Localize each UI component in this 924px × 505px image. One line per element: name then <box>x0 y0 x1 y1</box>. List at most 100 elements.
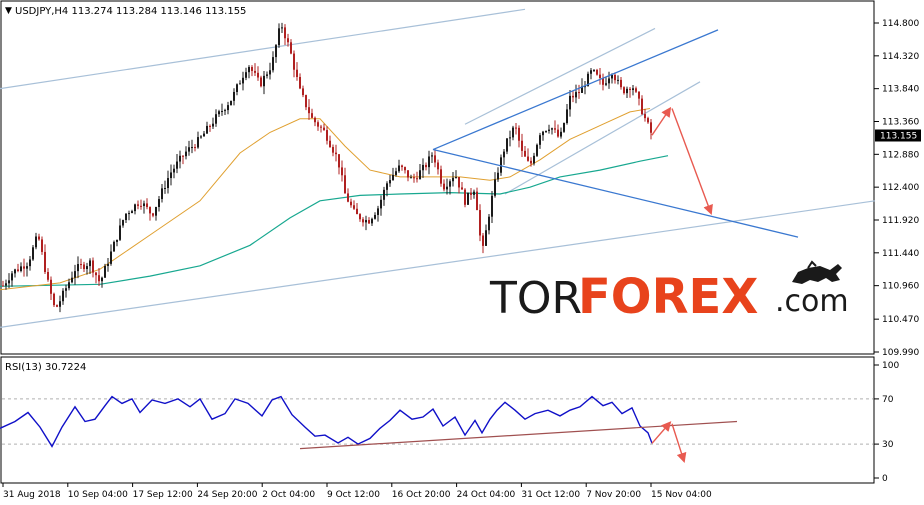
rsi-axis: 100 70 30 0 <box>882 361 899 484</box>
candle-body <box>137 204 139 206</box>
candle-body <box>467 192 469 205</box>
trend-line <box>432 148 799 238</box>
candle-body <box>281 27 283 29</box>
candle-body <box>86 266 88 270</box>
candle-body <box>77 264 79 272</box>
ma-slow-line <box>0 155 669 287</box>
candle-body <box>398 165 400 172</box>
candle-body <box>368 220 370 224</box>
candle-body <box>110 251 112 264</box>
candle-body <box>563 123 565 132</box>
candle-body <box>635 88 637 92</box>
current-price-label: 113.155 <box>880 132 917 142</box>
candle-body <box>392 174 394 181</box>
candle-body <box>35 236 37 248</box>
candle-body <box>470 192 472 195</box>
candle-body <box>479 210 481 236</box>
candle-body <box>251 67 253 71</box>
candle-body <box>26 266 28 269</box>
candle-body <box>458 177 460 188</box>
rsi-header: RSI(13) 30.7224 <box>5 362 86 373</box>
candle-body <box>554 128 556 130</box>
trend-line <box>432 29 719 151</box>
candle-body <box>140 205 142 207</box>
time-tick-label: 10 Sep 04:00 <box>68 490 128 500</box>
candle-body <box>332 147 334 153</box>
candle-body <box>473 191 475 195</box>
candle-body <box>404 167 406 171</box>
candle-body <box>350 201 352 206</box>
candle-body <box>200 136 202 138</box>
rsi-level-lines <box>2 398 873 445</box>
candle-body <box>155 207 157 216</box>
candle-body <box>506 138 508 152</box>
candle-body <box>143 203 145 207</box>
candle-body <box>206 125 208 134</box>
candle-body <box>104 265 106 278</box>
candle-body <box>560 131 562 137</box>
rsi-tick-label: 70 <box>882 395 894 405</box>
candle-body <box>263 75 265 87</box>
candle-body <box>248 67 250 73</box>
candle-body <box>593 69 595 71</box>
candle-body <box>287 38 289 43</box>
candle-body <box>182 155 184 157</box>
time-tick-label: 9 Oct 12:00 <box>327 490 380 500</box>
candle-body <box>422 164 424 171</box>
candle-body <box>500 157 502 173</box>
candle-body <box>569 95 571 110</box>
candle-body <box>290 42 292 54</box>
candle-body <box>551 128 553 130</box>
trend-lines <box>0 29 799 450</box>
candle-body <box>572 95 574 98</box>
candle-body <box>476 191 478 211</box>
candle-body <box>158 199 160 208</box>
candle-body <box>215 114 217 124</box>
candle-body <box>455 177 457 179</box>
candle-body <box>647 118 649 123</box>
candle-body <box>542 131 544 136</box>
torforex-watermark: TOR FOREX .com <box>489 260 849 325</box>
candle-body <box>356 208 358 215</box>
candle-body <box>518 127 520 141</box>
candle-body <box>38 236 40 240</box>
candle-body <box>602 77 604 85</box>
candle-body <box>71 277 73 283</box>
price-tick-label: 110.960 <box>882 282 919 292</box>
candle-body <box>50 279 52 294</box>
candle-body <box>335 152 337 155</box>
candle-body <box>524 150 526 157</box>
candle-body <box>62 290 64 302</box>
time-tick-label: 24 Oct 04:00 <box>457 490 516 500</box>
candle-body <box>128 213 130 215</box>
price-tick-label: 113.840 <box>882 85 919 95</box>
candle-body <box>611 74 613 79</box>
moving-averages <box>0 108 669 291</box>
candle-body <box>323 127 325 131</box>
candle-body <box>395 171 397 175</box>
candle-body <box>188 147 190 152</box>
candle-body <box>260 77 262 87</box>
channel-lines <box>0 8 876 328</box>
candle-body <box>173 168 175 173</box>
candle-body <box>614 74 616 81</box>
candle-body <box>650 122 652 133</box>
candle-body <box>641 98 643 115</box>
candle-body <box>536 144 538 156</box>
candle-body <box>452 177 454 182</box>
candle-body <box>41 239 43 252</box>
candle-body <box>440 169 442 184</box>
candle-body <box>179 155 181 162</box>
candle-body <box>221 110 223 112</box>
time-tick-label: 16 Oct 20:00 <box>392 490 451 500</box>
candle-body <box>380 199 382 209</box>
candle-body <box>254 70 256 73</box>
candle-body <box>305 95 307 108</box>
candle-body <box>134 204 136 212</box>
candle-body <box>341 167 343 176</box>
candle-body <box>485 230 487 246</box>
time-axis: 31 Aug 2018 10 Sep 04:00 17 Sep 12:00 24 Se… <box>2 483 712 500</box>
candle-body <box>587 73 589 87</box>
candle-body <box>161 188 163 200</box>
price-tick-label: 112.400 <box>882 183 919 193</box>
